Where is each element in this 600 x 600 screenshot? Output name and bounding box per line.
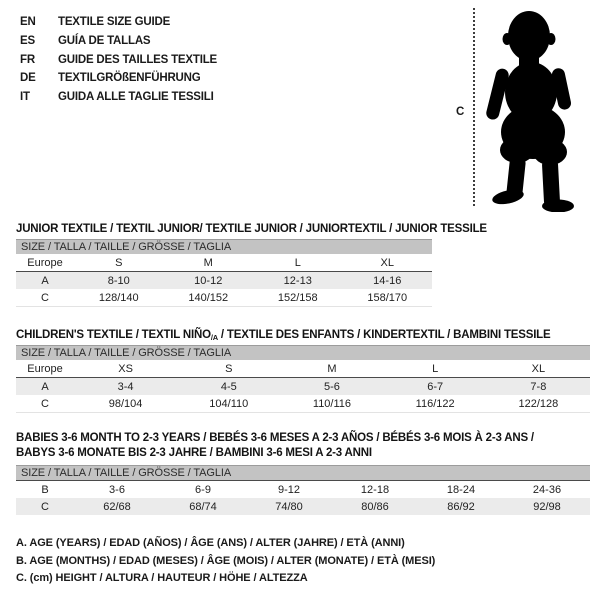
language-title: GUIDA ALLE TAGLIE TESSILI [58, 91, 214, 104]
table-row: C 98/104 104/110 110/116 116/122 122/128 [16, 395, 590, 413]
table-cell: 86/92 [418, 498, 504, 515]
column-header: XL [486, 360, 590, 378]
table-cell: 92/98 [504, 498, 590, 515]
table-cell: 4-5 [177, 377, 281, 395]
language-title: GUÍA DE TALLAS [58, 35, 151, 48]
table-cell: 14-16 [342, 271, 432, 289]
babies-size-table: SIZE / TALLA / TAILLE / GRÖSSE / TAGLIA … [16, 465, 590, 515]
language-row: FR GUIDE DES TAILLES TEXTILE [20, 50, 217, 69]
column-header: M [163, 254, 253, 272]
column-header: L [383, 360, 487, 378]
row-label: A [16, 377, 74, 395]
language-list: EN TEXTILE SIZE GUIDE ES GUÍA DE TALLAS … [20, 13, 217, 106]
junior-size-table: SIZE / TALLA / TAILLE / GRÖSSE / TAGLIA … [16, 239, 432, 307]
language-row: ES GUÍA DE TALLAS [20, 32, 217, 51]
language-code: DE [20, 72, 36, 85]
table-cell: 80/86 [332, 498, 418, 515]
table-cell: 7-8 [486, 377, 590, 395]
legend-footnotes: A. AGE (YEARS) / EDAD (AÑOS) / ÂGE (ANS)… [16, 535, 435, 588]
size-header: SIZE / TALLA / TAILLE / GRÖSSE / TAGLIA [16, 345, 590, 360]
babies-title-line2: BABYS 3-6 MONATE BIS 2-3 JAHRE / BAMBINI… [16, 447, 372, 460]
footnote-age-years: A. AGE (YEARS) / EDAD (AÑOS) / ÂGE (ANS)… [16, 537, 405, 549]
babies-section-title: BABIES 3-6 MONTH TO 2-3 YEARS / BEBÉS 3-… [16, 431, 534, 462]
table-cell: 3-4 [74, 377, 178, 395]
table-cell: 128/140 [74, 289, 164, 307]
table-row: C 128/140 140/152 152/158 158/170 [16, 289, 432, 307]
language-code: ES [20, 35, 35, 48]
table-cell: 74/80 [246, 498, 332, 515]
size-header: SIZE / TALLA / TAILLE / GRÖSSE / TAGLIA [16, 239, 432, 254]
table-cell: 18-24 [446, 483, 476, 496]
language-code: FR [20, 53, 35, 66]
table-column-header-row: Europe S M L XL [16, 254, 432, 272]
table-cell: 6-9 [195, 483, 211, 496]
column-header: XS [74, 360, 178, 378]
table-cell: 116/122 [383, 395, 487, 413]
table-cell: 24-36 [532, 483, 562, 496]
table-cell: 8-10 [74, 271, 164, 289]
table-cell: 68/74 [160, 498, 246, 515]
table-cell: 140/152 [163, 289, 253, 307]
row-label: C [16, 395, 74, 413]
footnote-height: C. (cm) HEIGHT / ALTURA / HAUTEUR / HÖHE… [16, 572, 308, 584]
row-label: B [41, 483, 49, 496]
height-measure-label: C [456, 106, 465, 118]
children-title-subscript: /A [210, 332, 218, 342]
table-size-header-row: SIZE / TALLA / TAILLE / GRÖSSE / TAGLIA [16, 239, 432, 254]
table-row: A 3-4 4-5 5-6 6-7 7-8 [16, 377, 590, 395]
language-title: TEXTILE SIZE GUIDE [58, 16, 171, 29]
column-header: L [253, 254, 343, 272]
table-size-header-row: SIZE / TALLA / TAILLE / GRÖSSE / TAGLIA [16, 345, 590, 360]
language-row: IT GUIDA ALLE TAGLIE TESSILI [20, 88, 217, 107]
row-label: C [16, 498, 74, 515]
table-cell: 110/116 [280, 395, 384, 413]
table-cell: 122/128 [486, 395, 590, 413]
table-row: B 3-6 6-9 9-12 12-18 18-24 24-36 [16, 481, 590, 499]
junior-section-title: JUNIOR TEXTILE / TEXTIL JUNIOR/ TEXTILE … [16, 222, 487, 235]
table-cell: 152/158 [253, 289, 343, 307]
table-cell: 5-6 [280, 377, 384, 395]
children-size-table: SIZE / TALLA / TAILLE / GRÖSSE / TAGLIA … [16, 345, 590, 413]
table-column-header-row: Europe XS S M L XL [16, 360, 590, 378]
column-header: M [280, 360, 384, 378]
children-title-post: / TEXTILE DES ENFANTS / KINDERTEXTIL / B… [217, 328, 551, 341]
language-code: IT [20, 91, 30, 104]
height-measure-dotted-line [473, 8, 475, 206]
table-cell: 62/68 [74, 498, 160, 515]
table-cell: 6-7 [383, 377, 487, 395]
table-cell: 104/110 [177, 395, 281, 413]
table-row: A 8-10 10-12 12-13 14-16 [16, 271, 432, 289]
language-row: DE TEXTILGRÖßENFÜHRUNG [20, 69, 217, 88]
table-cell: 98/104 [74, 395, 178, 413]
language-row: EN TEXTILE SIZE GUIDE [20, 13, 217, 32]
column-header: Europe [16, 360, 74, 378]
column-header: S [74, 254, 164, 272]
size-header: SIZE / TALLA / TAILLE / GRÖSSE / TAGLIA [16, 465, 590, 481]
language-title: GUIDE DES TAILLES TEXTILE [58, 53, 217, 66]
language-title: TEXTILGRÖßENFÜHRUNG [58, 72, 201, 85]
table-row: C 62/68 68/74 74/80 80/86 86/92 92/98 [16, 498, 590, 515]
table-cell: 12-13 [253, 271, 343, 289]
table-cell: 12-18 [360, 483, 390, 496]
babies-title-line1: BABIES 3-6 MONTH TO 2-3 YEARS / BEBÉS 3-… [16, 431, 534, 444]
children-title-pre: CHILDREN'S TEXTILE / TEXTIL NIÑO [16, 328, 211, 341]
language-code: EN [20, 16, 36, 29]
footnote-age-months: B. AGE (MONTHS) / EDAD (MESES) / ÂGE (MO… [16, 554, 436, 567]
table-cell: 3-6 [109, 483, 125, 496]
row-label: C [16, 289, 74, 307]
toddler-silhouette-icon [486, 11, 574, 212]
table-cell: 158/170 [342, 289, 432, 307]
table-cell: 9-12 [277, 483, 301, 496]
children-section-title: CHILDREN'S TEXTILE / TEXTIL NIÑO/A / TEX… [16, 328, 551, 342]
row-label: A [16, 271, 74, 289]
table-size-header-row: SIZE / TALLA / TAILLE / GRÖSSE / TAGLIA [16, 465, 590, 481]
column-header: XL [342, 254, 432, 272]
column-header: S [177, 360, 281, 378]
table-cell: 10-12 [163, 271, 253, 289]
column-header: Europe [16, 254, 74, 272]
